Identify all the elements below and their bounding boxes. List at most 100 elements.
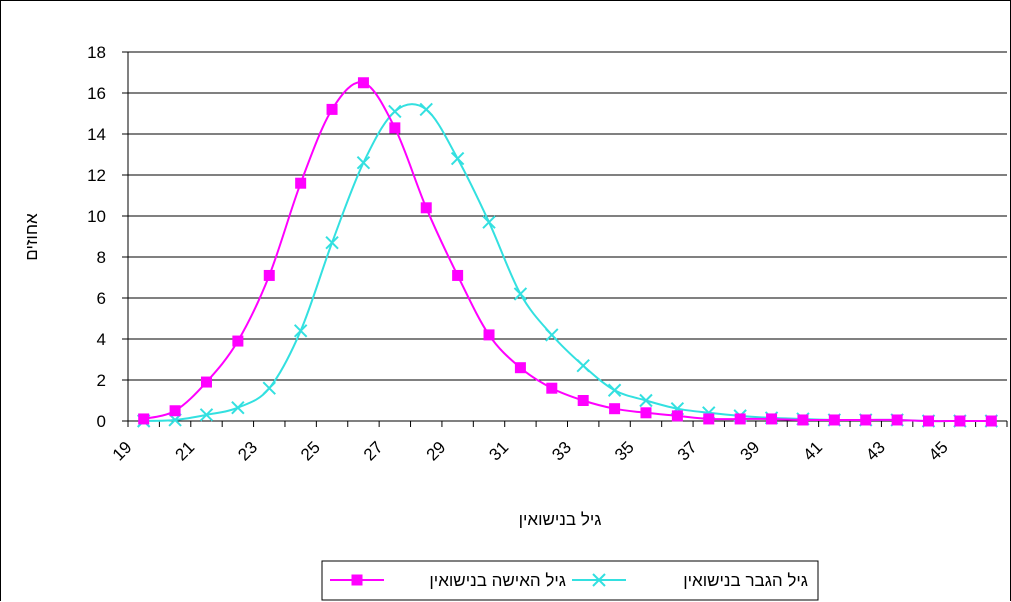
y-tick-label: 6 <box>97 289 106 308</box>
data-point <box>576 358 590 373</box>
marker-stroke <box>576 358 590 373</box>
marker-stroke <box>388 104 402 119</box>
y-tick-label: 16 <box>87 84 106 103</box>
data-point <box>860 414 872 426</box>
y-tick-label: 14 <box>87 125 106 144</box>
data-point <box>545 328 559 342</box>
legend-item-woman: גיל האישה בנישואין <box>330 571 566 590</box>
x-tick-label: 37 <box>674 438 701 465</box>
legend-item-man: גיל הגבר בנישואין <box>572 571 808 590</box>
legend-marker <box>351 574 363 586</box>
y-tick-label: 4 <box>97 330 106 349</box>
x-tick-label: 25 <box>297 438 324 465</box>
marker-stroke <box>607 383 622 397</box>
marker-stroke <box>325 235 339 250</box>
data-point <box>263 269 275 281</box>
data-point <box>169 405 181 417</box>
y-tick-label: 8 <box>97 248 106 267</box>
data-point <box>388 104 402 119</box>
x-tick-label: 45 <box>925 438 952 465</box>
data-point <box>546 382 558 394</box>
x-tick-label: 43 <box>862 438 889 465</box>
data-point <box>262 381 276 395</box>
x-tick-label: 27 <box>360 438 387 465</box>
y-tick-label: 2 <box>97 371 106 390</box>
data-point <box>293 324 308 338</box>
data-point <box>356 155 371 170</box>
data-point <box>797 414 809 426</box>
data-point <box>734 413 746 425</box>
data-point <box>357 77 369 89</box>
x-tick-label: 39 <box>737 438 764 465</box>
x-tick-label: 35 <box>611 438 638 465</box>
x-tick-label: 41 <box>799 438 826 465</box>
x-tick-label: 31 <box>485 438 512 465</box>
marker-stroke <box>513 287 528 301</box>
data-point <box>325 235 339 250</box>
data-point <box>766 413 778 425</box>
data-point <box>607 383 622 397</box>
marker-stroke <box>356 155 371 170</box>
data-point <box>640 407 652 419</box>
data-point <box>639 393 653 408</box>
marker-stroke <box>293 324 308 338</box>
gridlines <box>128 51 1007 381</box>
x-tick-label: 29 <box>423 438 450 465</box>
data-point <box>954 415 966 427</box>
legend-marker <box>592 573 606 587</box>
series-line <box>143 103 992 423</box>
data-point <box>450 151 465 166</box>
data-point <box>891 414 903 426</box>
x-tick-label: 21 <box>171 438 198 465</box>
data-point <box>577 395 589 406</box>
marker-stroke <box>199 408 214 422</box>
data-point <box>923 415 935 427</box>
data-point <box>671 410 683 422</box>
data-point <box>295 177 307 189</box>
legend: גיל האישה בנישואין גיל הגבר בנישואין <box>321 560 819 601</box>
data-point <box>482 215 496 229</box>
axes: 0 2 4 6 8 10 12 14 16 18 19 21 23 25 27 29 31 33 35 37 39 41 4… <box>87 43 1008 465</box>
data-point <box>199 408 214 422</box>
series-woman <box>138 77 997 427</box>
data-point <box>231 400 245 415</box>
data-point <box>703 413 715 425</box>
data-point <box>452 269 464 281</box>
x-tick-label: 33 <box>548 438 575 465</box>
legend-label: גיל האישה בנישואין <box>429 571 566 590</box>
y-tick-label: 12 <box>87 166 106 185</box>
data-point <box>483 329 495 341</box>
data-point <box>200 376 212 388</box>
data-point <box>232 335 244 347</box>
marker-stroke <box>592 573 606 587</box>
series-man <box>136 102 999 428</box>
marker-stroke <box>450 151 465 166</box>
data-point <box>326 103 338 115</box>
series-line <box>143 81 992 423</box>
legend-box <box>321 560 819 601</box>
x-tick-label: 23 <box>234 438 261 465</box>
marker-stroke <box>231 400 245 415</box>
data-point <box>513 287 528 301</box>
data-point <box>420 202 432 214</box>
marker-stroke <box>262 381 276 395</box>
data-point <box>419 102 433 117</box>
x-axis-label: גיל בנישואין <box>519 510 602 529</box>
data-point <box>985 415 997 427</box>
marker-stroke <box>419 102 433 117</box>
data-point <box>828 414 840 426</box>
data-point <box>514 362 526 374</box>
y-tick-label: 18 <box>87 43 106 62</box>
marker-stroke <box>482 215 496 229</box>
y-axis-label: אחוזים <box>22 213 41 261</box>
data-point <box>138 413 150 425</box>
y-tick-label: 10 <box>87 207 106 226</box>
data-point <box>609 403 621 415</box>
y-tick-label: 0 <box>97 412 106 431</box>
data-point <box>389 122 401 134</box>
series-group <box>136 77 999 428</box>
legend-label: גיל הגבר בנישואין <box>683 571 808 590</box>
marker-stroke <box>545 328 559 342</box>
marker-stroke <box>639 393 653 408</box>
